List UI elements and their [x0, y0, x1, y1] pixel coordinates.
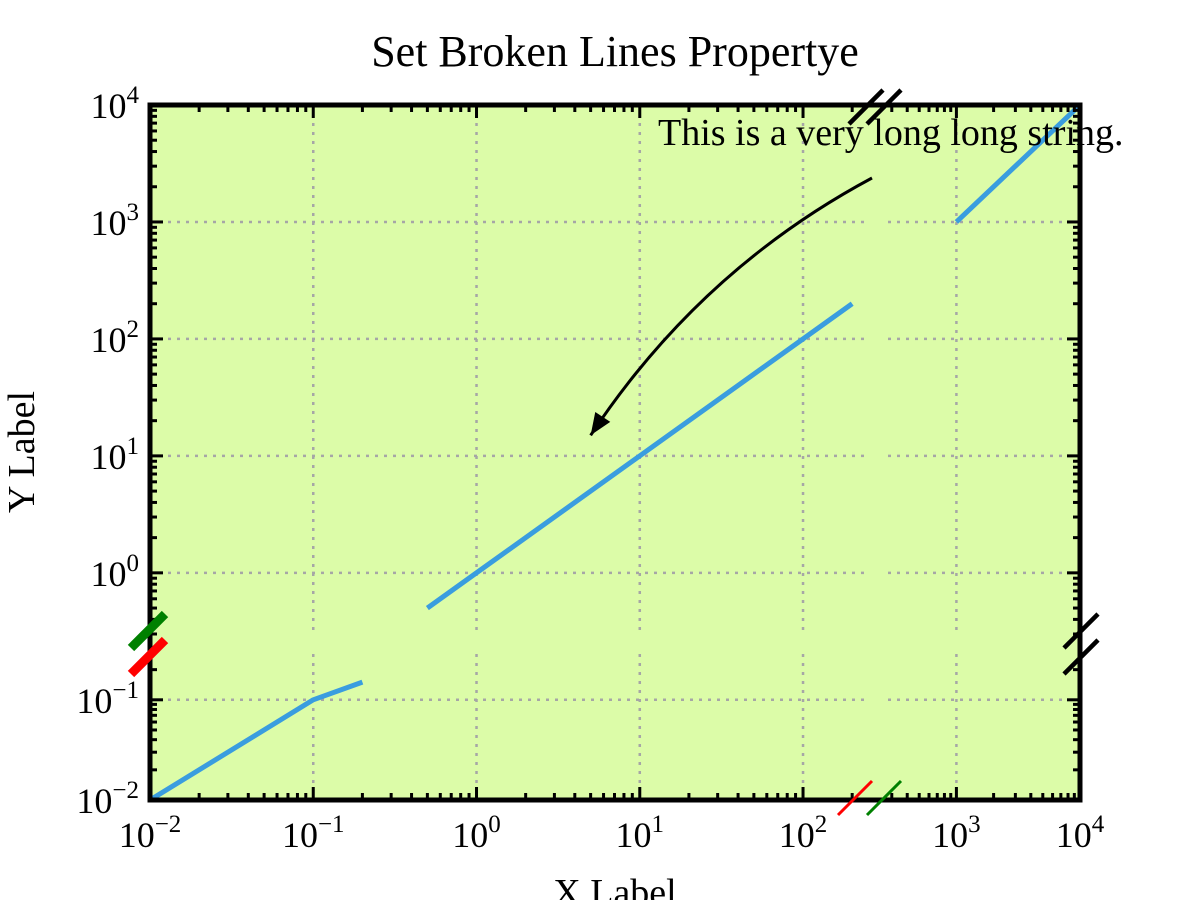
x-tick-label: 103: [932, 811, 981, 855]
x-break-gap: [868, 108, 882, 797]
series-line: [148, 679, 364, 803]
y-tick-label: 103: [91, 199, 140, 243]
annotation-text: This is a very long long string.: [658, 112, 1123, 154]
plot-area-background: [150, 105, 1080, 800]
x-break-marker-bottom: [865, 779, 903, 817]
x-axis-label: X Label: [553, 872, 676, 900]
y-tick-label: 104: [91, 82, 140, 126]
series-lines: [148, 103, 1082, 803]
y-tick-label: 101: [91, 433, 140, 477]
x-tick-label: 104: [1056, 811, 1105, 855]
axis-break-gaps: [153, 108, 1077, 797]
x-break-marker-bottom: [836, 779, 874, 817]
x-tick-label: 102: [779, 811, 828, 855]
y-break-marker-right: [1062, 612, 1100, 650]
x-tick-labels: 10−2 10−1 100 101 102 103 104: [119, 811, 1105, 855]
annotation-arrow: [589, 176, 873, 437]
y-tick-label: 100: [91, 550, 140, 594]
y-break-marker-left: [127, 610, 169, 652]
series-line: [954, 103, 1082, 224]
x-break-marker-top: [847, 88, 885, 126]
chart-title: Set Broken Lines Propertye: [371, 27, 859, 76]
axis-ticks: [148, 103, 1082, 802]
y-break-marker-left: [127, 636, 169, 678]
y-break-marker-right: [1062, 638, 1100, 676]
x-tick-label: 100: [452, 811, 500, 855]
grid-lines: [150, 105, 1080, 800]
x-tick-label: 10−2: [119, 811, 182, 855]
y-tick-label: 102: [91, 316, 140, 360]
y-tick-labels: 10−2 10−1 100 101 102 103 104: [76, 82, 139, 821]
series-line: [425, 301, 854, 611]
x-break-marker-top: [865, 88, 903, 126]
x-tick-label: 101: [616, 811, 665, 855]
y-tick-label: 10−1: [76, 677, 139, 721]
annotation-arrowhead: [590, 411, 611, 436]
x-tick-label: 10−1: [282, 811, 345, 855]
axis-break-markers: [127, 88, 1100, 817]
y-tick-label: 10−2: [76, 777, 139, 821]
annotation: This is a very long long string.: [589, 112, 1123, 437]
y-break-gap: [153, 634, 1077, 652]
y-axis-label: Y Label: [1, 391, 43, 513]
